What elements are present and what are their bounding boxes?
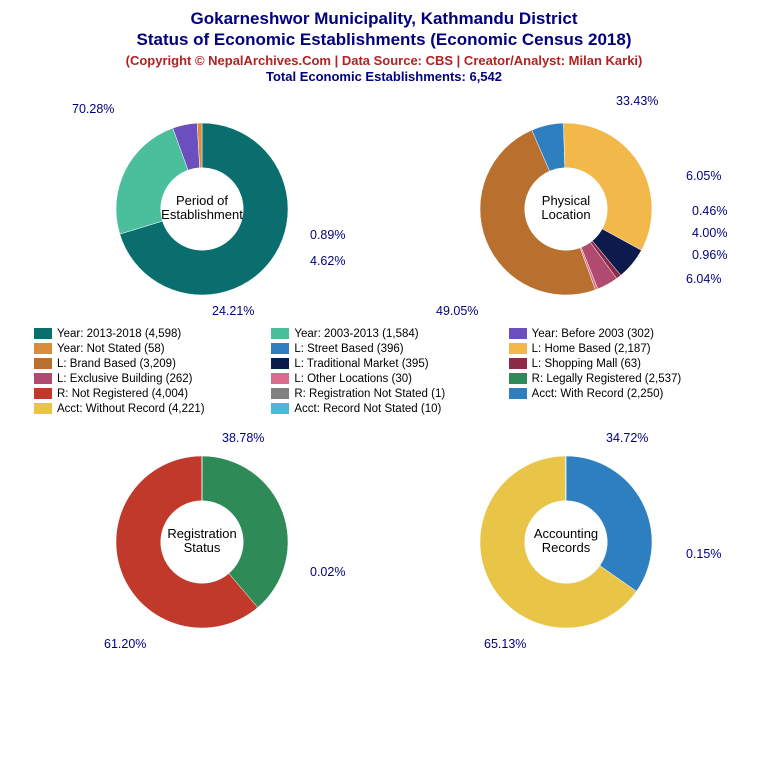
pct-label: 70.28% <box>72 102 114 116</box>
chart-center-label: RegistrationStatus <box>147 527 257 557</box>
pct-label: 4.62% <box>310 254 345 268</box>
legend-item: L: Traditional Market (395) <box>271 358 496 370</box>
legend-item: Year: Before 2003 (302) <box>509 328 734 340</box>
legend-item: L: Exclusive Building (262) <box>34 373 259 385</box>
legend-swatch <box>34 343 52 354</box>
legend-swatch <box>34 373 52 384</box>
legend-item: L: Shopping Mall (63) <box>509 358 734 370</box>
legend-item: Acct: Without Record (4,221) <box>34 403 259 415</box>
chart-accounting: AccountingRecords 34.72% 0.15% 65.13% <box>396 427 736 657</box>
legend-text: L: Brand Based (3,209) <box>57 358 176 370</box>
pct-label: 34.72% <box>606 431 648 445</box>
legend-item: L: Brand Based (3,209) <box>34 358 259 370</box>
donut-slice <box>565 456 566 501</box>
legend-item: Year: 2013-2018 (4,598) <box>34 328 259 340</box>
legend-item: L: Other Locations (30) <box>271 373 496 385</box>
donut-slice <box>564 123 652 250</box>
pct-label: 0.02% <box>310 565 345 579</box>
legend-text: Year: 2013-2018 (4,598) <box>57 328 181 340</box>
legend-text: R: Legally Registered (2,537) <box>532 373 682 385</box>
legend-text: Acct: Without Record (4,221) <box>57 403 205 415</box>
legend-text: R: Registration Not Stated (1) <box>294 388 445 400</box>
legend-swatch <box>34 328 52 339</box>
legend-swatch <box>34 358 52 369</box>
legend-item: Year: Not Stated (58) <box>34 343 259 355</box>
legend-swatch <box>271 343 289 354</box>
chart-period: Period ofEstablishment 70.28% 24.21% 4.62% 0… <box>32 94 372 324</box>
legend-text: L: Shopping Mall (63) <box>532 358 641 370</box>
legend-text: Acct: Record Not Stated (10) <box>294 403 441 415</box>
copyright-line: (Copyright © NepalArchives.Com | Data So… <box>10 53 758 68</box>
title-block: Gokarneshwor Municipality, Kathmandu Dis… <box>0 0 768 88</box>
pct-label: 0.89% <box>310 228 345 242</box>
charts-row-bottom: RegistrationStatus 38.78% 0.02% 61.20% Acco… <box>0 427 768 657</box>
legend-swatch <box>271 403 289 414</box>
pct-label: 6.05% <box>686 169 721 183</box>
pct-label: 65.13% <box>484 637 526 651</box>
legend-item: R: Registration Not Stated (1) <box>271 388 496 400</box>
legend-text: L: Street Based (396) <box>294 343 403 355</box>
legend-item: R: Legally Registered (2,537) <box>509 373 734 385</box>
legend-item: R: Not Registered (4,004) <box>34 388 259 400</box>
legend-swatch <box>271 328 289 339</box>
pct-label: 24.21% <box>212 304 254 318</box>
pct-label: 0.15% <box>686 547 721 561</box>
legend-text: R: Not Registered (4,004) <box>57 388 188 400</box>
title-line-2: Status of Economic Establishments (Econo… <box>10 29 758 50</box>
legend-swatch <box>509 343 527 354</box>
legend-text: L: Traditional Market (395) <box>294 358 428 370</box>
legend-swatch <box>271 358 289 369</box>
chart-registration: RegistrationStatus 38.78% 0.02% 61.20% <box>32 427 372 657</box>
legend-swatch <box>34 388 52 399</box>
chart-center-label: PhysicalLocation <box>511 194 621 224</box>
legend-text: L: Exclusive Building (262) <box>57 373 193 385</box>
legend-item: Year: 2003-2013 (1,584) <box>271 328 496 340</box>
pct-label: 4.00% <box>692 226 727 240</box>
legend-text: Year: 2003-2013 (1,584) <box>294 328 418 340</box>
legend: Year: 2013-2018 (4,598) Year: 2003-2013 (… <box>0 324 768 417</box>
donut-slice <box>566 456 652 591</box>
legend-swatch <box>271 373 289 384</box>
legend-swatch <box>509 388 527 399</box>
chart-center-label: Period ofEstablishment <box>147 194 257 224</box>
chart-location: PhysicalLocation 33.43% 6.05% 0.46% 4.00% 0.9… <box>396 94 736 324</box>
title-line-1: Gokarneshwor Municipality, Kathmandu Dis… <box>10 8 758 29</box>
legend-item: L: Street Based (396) <box>271 343 496 355</box>
legend-item: Acct: Record Not Stated (10) <box>271 403 496 415</box>
pct-label: 38.78% <box>222 431 264 445</box>
pct-label: 49.05% <box>436 304 478 318</box>
legend-item: Acct: With Record (2,250) <box>509 388 734 400</box>
chart-center-label: AccountingRecords <box>511 527 621 557</box>
legend-swatch <box>34 403 52 414</box>
legend-swatch <box>509 373 527 384</box>
legend-swatch <box>271 388 289 399</box>
total-line: Total Economic Establishments: 6,542 <box>10 69 758 84</box>
legend-item: L: Home Based (2,187) <box>509 343 734 355</box>
legend-text: L: Other Locations (30) <box>294 373 412 385</box>
legend-swatch <box>509 328 527 339</box>
legend-text: Year: Before 2003 (302) <box>532 328 654 340</box>
pct-label: 6.04% <box>686 272 721 286</box>
pct-label: 0.46% <box>692 204 727 218</box>
legend-text: Year: Not Stated (58) <box>57 343 165 355</box>
legend-swatch <box>509 358 527 369</box>
legend-text: L: Home Based (2,187) <box>532 343 651 355</box>
pct-label: 61.20% <box>104 637 146 651</box>
pct-label: 33.43% <box>616 94 658 108</box>
pct-label: 0.96% <box>692 248 727 262</box>
charts-row-top: Period ofEstablishment 70.28% 24.21% 4.62% 0… <box>0 94 768 324</box>
legend-text: Acct: With Record (2,250) <box>532 388 664 400</box>
